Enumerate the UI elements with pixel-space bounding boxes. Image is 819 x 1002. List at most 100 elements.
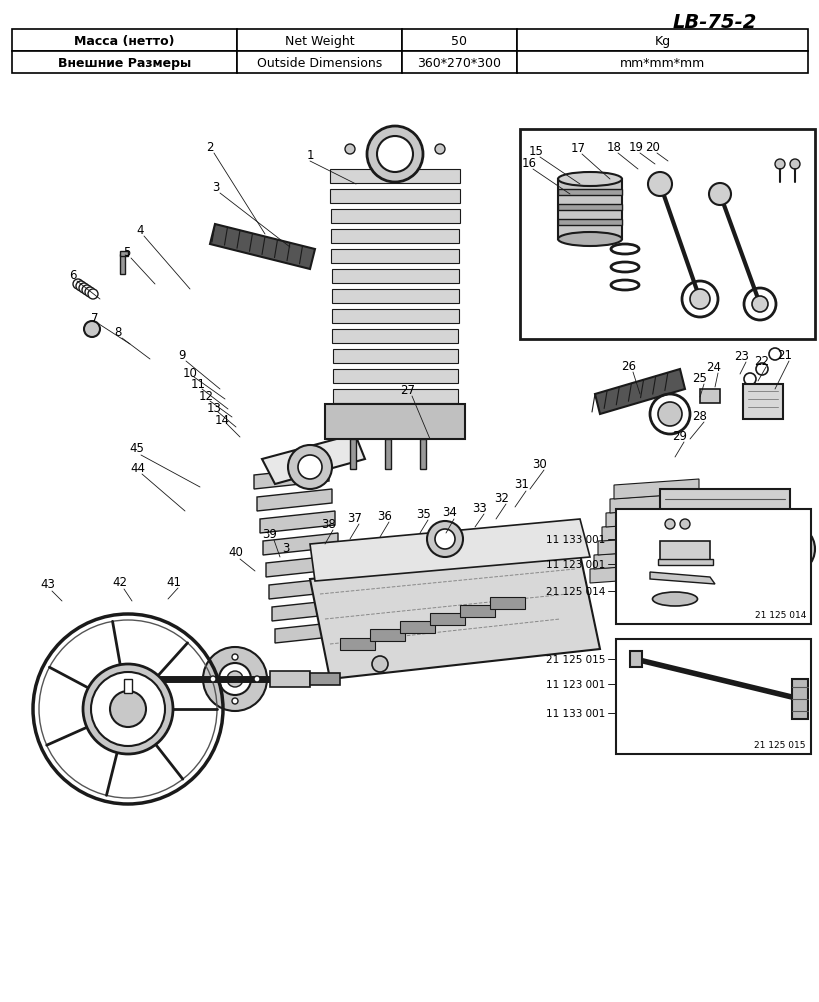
Circle shape <box>227 671 243 687</box>
Text: 11 123 001: 11 123 001 <box>546 679 605 689</box>
Bar <box>12 52 237 74</box>
Text: 9: 9 <box>179 348 186 361</box>
Text: Outside Dimensions: Outside Dimensions <box>257 56 382 69</box>
Bar <box>332 270 459 284</box>
Circle shape <box>709 183 731 205</box>
Text: 2: 2 <box>206 140 214 153</box>
Polygon shape <box>275 621 350 643</box>
Text: 33: 33 <box>473 501 487 514</box>
Circle shape <box>79 284 89 294</box>
Circle shape <box>680 519 690 529</box>
Text: 1: 1 <box>306 148 314 161</box>
Text: 26: 26 <box>622 359 636 372</box>
Polygon shape <box>266 555 341 577</box>
Circle shape <box>690 290 710 310</box>
Bar <box>517 30 808 52</box>
Text: 28: 28 <box>693 409 708 422</box>
Circle shape <box>203 647 267 711</box>
Bar <box>350 440 356 470</box>
Circle shape <box>298 456 322 480</box>
Bar <box>333 370 458 384</box>
Text: 36: 36 <box>378 509 392 522</box>
Bar <box>460 605 495 617</box>
Bar <box>332 290 459 304</box>
Circle shape <box>232 654 238 660</box>
Polygon shape <box>602 521 687 541</box>
Text: 19: 19 <box>628 140 644 153</box>
Circle shape <box>85 288 95 298</box>
Text: 40: 40 <box>229 546 243 559</box>
Bar <box>517 52 808 74</box>
Bar <box>743 385 783 420</box>
Circle shape <box>110 691 146 727</box>
Bar <box>333 330 459 344</box>
Bar <box>12 30 237 52</box>
Text: 15: 15 <box>528 144 544 157</box>
Bar <box>420 440 426 470</box>
Circle shape <box>345 145 355 155</box>
Text: Масса (нетто): Масса (нетто) <box>75 34 174 47</box>
Text: 35: 35 <box>417 507 432 520</box>
Text: 8: 8 <box>115 326 122 338</box>
Polygon shape <box>272 599 347 621</box>
Circle shape <box>752 297 768 313</box>
Text: 11 123 001: 11 123 001 <box>546 559 605 569</box>
Circle shape <box>367 127 423 182</box>
Bar <box>630 651 642 667</box>
Text: 7: 7 <box>91 312 99 325</box>
Bar <box>558 204 622 210</box>
Bar <box>792 679 808 719</box>
Text: 31: 31 <box>514 478 529 491</box>
Polygon shape <box>310 554 600 679</box>
Polygon shape <box>610 494 695 513</box>
Text: 39: 39 <box>263 527 278 540</box>
Polygon shape <box>614 480 699 500</box>
Circle shape <box>744 374 756 386</box>
Bar <box>333 390 458 404</box>
Polygon shape <box>595 370 685 415</box>
Bar <box>330 169 460 183</box>
Bar <box>430 613 465 625</box>
Ellipse shape <box>558 232 622 246</box>
Bar <box>331 209 459 223</box>
Bar <box>332 310 459 324</box>
Circle shape <box>88 290 98 300</box>
Text: mm*mm*mm: mm*mm*mm <box>620 56 705 69</box>
Text: 22: 22 <box>754 354 770 367</box>
Bar <box>660 490 790 609</box>
Text: Внешние Размеры: Внешние Размеры <box>58 56 191 69</box>
Circle shape <box>435 529 455 549</box>
Text: 11 133 001: 11 133 001 <box>546 534 605 544</box>
Text: 360*270*300: 360*270*300 <box>418 56 501 69</box>
Text: 45: 45 <box>129 442 144 455</box>
Bar <box>558 179 622 239</box>
Circle shape <box>91 672 165 746</box>
Bar <box>325 405 465 440</box>
Text: 30: 30 <box>532 457 547 470</box>
Circle shape <box>658 403 682 427</box>
Text: 3: 3 <box>212 180 219 193</box>
Circle shape <box>375 145 385 155</box>
Text: 11: 11 <box>191 378 206 391</box>
Bar <box>330 189 459 203</box>
Bar <box>120 252 128 257</box>
Circle shape <box>210 676 216 682</box>
Bar <box>558 219 622 225</box>
Circle shape <box>377 137 413 172</box>
Circle shape <box>769 349 781 361</box>
Circle shape <box>790 160 800 169</box>
Polygon shape <box>310 519 590 581</box>
Polygon shape <box>254 468 329 490</box>
Bar <box>385 440 391 470</box>
Bar <box>370 629 405 641</box>
Circle shape <box>84 322 100 338</box>
Bar <box>331 249 459 264</box>
Text: 37: 37 <box>347 511 363 524</box>
Text: 44: 44 <box>130 461 146 474</box>
Text: 21 125 015: 21 125 015 <box>546 654 605 664</box>
Bar <box>310 673 340 685</box>
Bar <box>120 255 125 275</box>
Polygon shape <box>262 435 365 485</box>
Text: 13: 13 <box>206 402 221 415</box>
Text: 5: 5 <box>124 245 131 259</box>
